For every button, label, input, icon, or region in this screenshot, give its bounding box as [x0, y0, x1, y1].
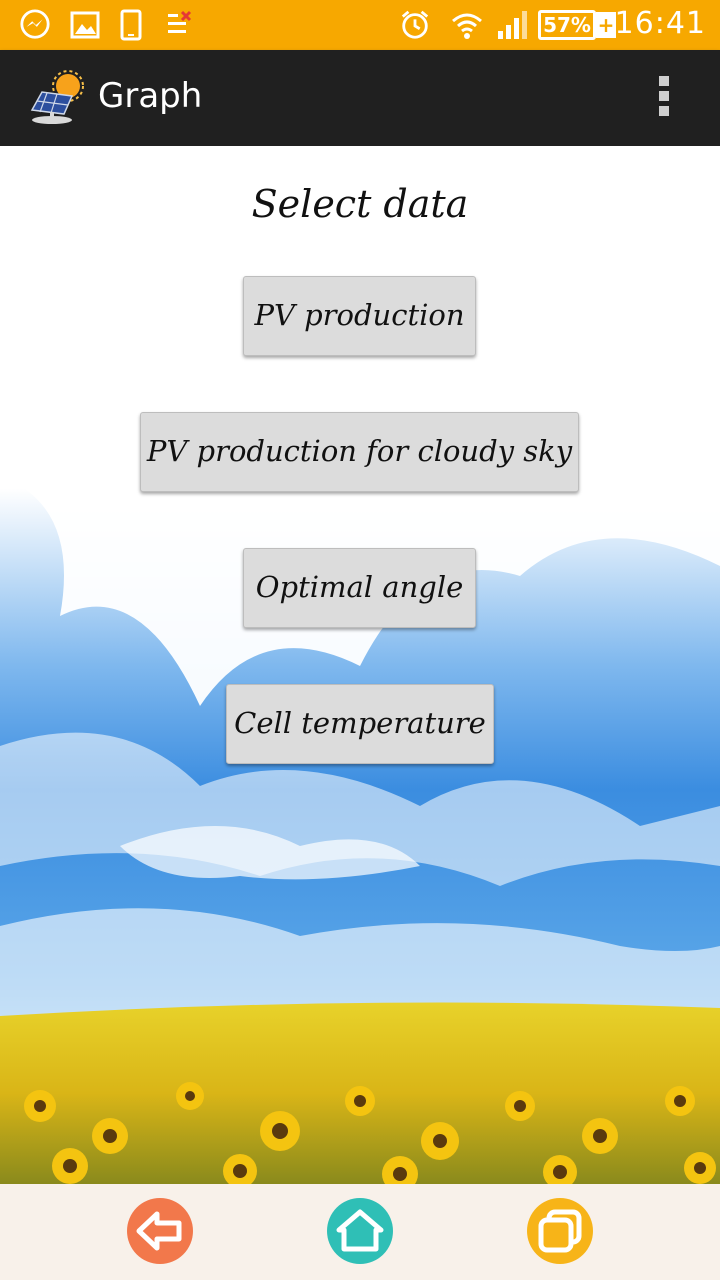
bottom-navigation [0, 1184, 720, 1280]
messenger-icon [20, 9, 50, 39]
wifi-icon [452, 13, 482, 39]
recent-apps-icon [538, 1209, 582, 1253]
status-bar: 57% + 16:41 [0, 0, 720, 50]
background-image [0, 146, 720, 1184]
gallery-icon [70, 11, 100, 39]
pv-production-cloudy-sky-button[interactable]: PV production for cloudy sky [140, 412, 579, 492]
optimal-angle-button[interactable]: Optimal angle [243, 548, 476, 628]
back-button[interactable] [127, 1198, 193, 1264]
page-title: Graph [98, 76, 203, 116]
recent-apps-button[interactable] [527, 1198, 593, 1264]
clock: 16:41 [614, 6, 706, 41]
battery-charging-icon: + [596, 12, 616, 38]
home-button[interactable] [327, 1198, 393, 1264]
signal-icon [498, 11, 527, 39]
battery-indicator: 57% [538, 10, 596, 40]
phone-icon [120, 9, 142, 41]
home-icon [336, 1209, 384, 1252]
app-bar: Graph [0, 50, 720, 146]
section-heading: Select data [251, 182, 469, 226]
overflow-menu-icon[interactable] [654, 76, 674, 122]
back-arrow-icon [136, 1211, 182, 1251]
data-off-icon [168, 10, 192, 33]
cell-temperature-button[interactable]: Cell temperature [226, 684, 494, 764]
pv-production-button[interactable]: PV production [243, 276, 476, 356]
solar-panel-sun-icon [30, 70, 84, 124]
alarm-icon [401, 10, 429, 39]
